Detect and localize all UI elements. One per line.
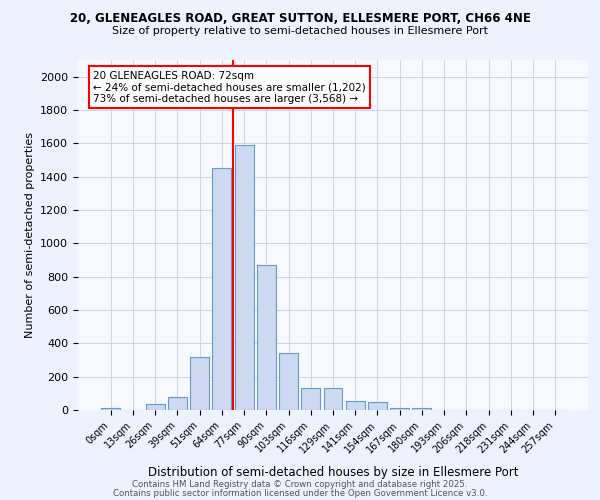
Text: 20, GLENEAGLES ROAD, GREAT SUTTON, ELLESMERE PORT, CH66 4NE: 20, GLENEAGLES ROAD, GREAT SUTTON, ELLES… — [70, 12, 530, 26]
Bar — [279, 354, 298, 410]
Bar — [301, 388, 320, 410]
Bar — [390, 408, 409, 410]
Bar — [190, 356, 209, 410]
Text: 20 GLENEAGLES ROAD: 72sqm
← 24% of semi-detached houses are smaller (1,202)
73% : 20 GLENEAGLES ROAD: 72sqm ← 24% of semi-… — [94, 70, 366, 104]
Bar — [168, 396, 187, 410]
Bar — [146, 404, 164, 410]
Bar — [412, 408, 431, 410]
Bar — [235, 145, 254, 410]
Bar — [101, 408, 120, 410]
Text: Contains public sector information licensed under the Open Government Licence v3: Contains public sector information licen… — [113, 489, 487, 498]
Bar — [257, 265, 276, 410]
Y-axis label: Number of semi-detached properties: Number of semi-detached properties — [25, 132, 35, 338]
Bar — [346, 401, 365, 410]
Bar — [323, 388, 343, 410]
Bar — [212, 168, 231, 410]
Bar — [368, 402, 387, 410]
X-axis label: Distribution of semi-detached houses by size in Ellesmere Port: Distribution of semi-detached houses by … — [148, 466, 518, 479]
Text: Contains HM Land Registry data © Crown copyright and database right 2025.: Contains HM Land Registry data © Crown c… — [132, 480, 468, 489]
Text: Size of property relative to semi-detached houses in Ellesmere Port: Size of property relative to semi-detach… — [112, 26, 488, 36]
